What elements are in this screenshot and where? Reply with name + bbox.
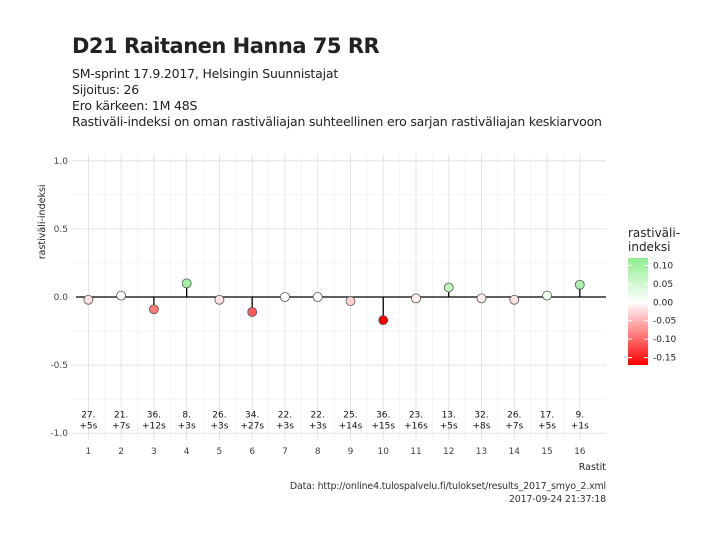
x-tick-label: 7 <box>282 447 288 457</box>
annotation-diff: +12s <box>142 421 166 431</box>
data-point <box>574 279 585 290</box>
legend-title-line2: indeksi <box>628 240 671 254</box>
legend-tick-label: 0.00 <box>653 298 673 308</box>
data-point <box>509 294 520 305</box>
annotation-rank: 32. <box>474 410 488 420</box>
x-tick-label: 14 <box>509 447 521 457</box>
legend-tick-label: 0.10 <box>653 261 673 271</box>
y-tick-label: -0.5 <box>50 361 68 371</box>
annotation-diff: +8s <box>473 421 491 431</box>
annotation-diff: +7s <box>112 421 130 431</box>
annotation-diff: +14s <box>339 421 363 431</box>
legend-tick-label: -0.15 <box>653 354 676 364</box>
annotation-rank: 22. <box>311 410 325 420</box>
x-tick-label: 6 <box>249 447 255 457</box>
annotation-rank: 17. <box>540 410 554 420</box>
annotation-diff: +5s <box>538 421 556 431</box>
annotation-rank: 23. <box>409 410 423 420</box>
annotation-rank: 27. <box>81 410 95 420</box>
x-axis-title: Rastit <box>579 462 607 473</box>
annotation-rank: 9. <box>575 410 584 420</box>
chart-title: D21 Raitanen Hanna 75 RR <box>72 34 380 58</box>
data-point <box>116 290 127 301</box>
annotation-rank: 22. <box>278 410 292 420</box>
legend-title-line1: rastiväli- <box>628 226 681 240</box>
y-axis-title: rastiväli-indeksi <box>37 184 48 259</box>
y-tick-label: 1.0 <box>54 157 69 167</box>
annotation-diff: +3s <box>309 421 327 431</box>
annotation-rank: 8. <box>182 410 191 420</box>
data-point <box>411 293 421 304</box>
data-point <box>542 290 552 301</box>
x-tick-label: 12 <box>443 447 454 457</box>
subtitle-description: Rastiväli-indeksi on oman rastiväliajan … <box>72 114 602 129</box>
annotation-diff: +3s <box>276 421 294 431</box>
annotation-diff: +5s <box>440 421 458 431</box>
annotation-diff: +27s <box>240 421 264 431</box>
y-tick-label: 0.5 <box>54 225 68 235</box>
data-point <box>214 294 225 305</box>
annotation-diff: +1s <box>571 421 589 431</box>
annotation-rank: 34. <box>245 410 259 420</box>
annotation-diff: +3s <box>210 421 228 431</box>
annotation-rank: 25. <box>343 410 357 420</box>
x-tick-label: 16 <box>574 447 586 457</box>
x-tick-label: 5 <box>217 447 223 457</box>
x-tick-label: 3 <box>151 447 157 457</box>
data-point <box>247 307 258 317</box>
legend-tick-label: -0.05 <box>653 317 676 327</box>
subtitle-event: SM-sprint 17.9.2017, Helsingin Suunnista… <box>72 66 339 81</box>
legend-colorbar <box>628 258 648 365</box>
x-tick-label: 10 <box>378 447 390 457</box>
caption-source: Data: http://online4.tulospalvelu.fi/tul… <box>289 481 606 492</box>
data-point <box>280 292 290 302</box>
data-point <box>476 293 487 304</box>
data-point <box>345 296 356 306</box>
x-tick-label: 13 <box>476 447 487 457</box>
annotation-diff: +5s <box>79 421 97 431</box>
x-tick-label: 9 <box>348 447 354 457</box>
y-tick-label: 0.0 <box>54 293 69 303</box>
x-tick-label: 4 <box>184 447 190 457</box>
annotation-rank: 21. <box>114 410 128 420</box>
x-tick-label: 1 <box>86 447 92 457</box>
data-point <box>149 304 159 315</box>
caption-timestamp: 2017-09-24 21:37:18 <box>508 494 606 505</box>
subtitle-rank: Sijoitus: 26 <box>72 82 140 97</box>
x-tick-label: 8 <box>315 447 321 457</box>
annotation-rank: 26. <box>212 410 226 420</box>
annotation-rank: 36. <box>147 410 161 420</box>
data-point <box>378 315 389 326</box>
subtitle-gap: Ero kärkeen: 1M 48S <box>72 98 198 113</box>
data-point <box>83 294 94 305</box>
annotation-diff: +16s <box>404 421 428 431</box>
data-point <box>443 282 454 293</box>
data-point <box>312 292 323 302</box>
legend-tick-label: -0.10 <box>653 335 677 345</box>
annotation-diff: +3s <box>178 421 196 431</box>
annotation-diff: +7s <box>505 421 523 431</box>
legend-title: rastiväli- indeksi <box>628 226 680 254</box>
x-tick-label: 11 <box>410 447 421 457</box>
y-tick-label: -1.0 <box>50 429 68 439</box>
x-tick-label: 2 <box>118 447 124 457</box>
data-point <box>181 278 192 289</box>
annotation-rank: 13. <box>442 410 456 420</box>
legend-tick-label: 0.05 <box>653 280 673 290</box>
annotation-rank: 36. <box>376 410 390 420</box>
x-tick-label: 15 <box>541 447 552 457</box>
annotation-rank: 26. <box>507 410 521 420</box>
annotation-diff: +15s <box>371 421 395 431</box>
